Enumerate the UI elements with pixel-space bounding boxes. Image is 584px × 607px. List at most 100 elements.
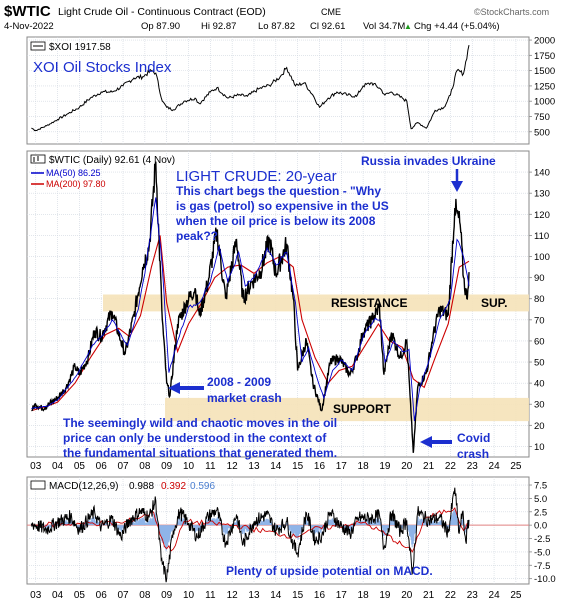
price-line — [31, 161, 470, 453]
y-tick-label: -7.5 — [534, 561, 550, 572]
xoi-legend-label: $XOI 1917.58 — [49, 42, 111, 53]
x-tick-label: 08 — [139, 461, 151, 472]
high-value: Hi 92.87 — [201, 21, 236, 32]
xoi-line — [31, 44, 470, 132]
y-tick-label: 40 — [534, 379, 545, 390]
macd-legend: MACD(12,26,9) 0.988 0.392 0.596 — [30, 480, 215, 492]
y-tick-label: 500 — [534, 127, 550, 138]
x-tick-label: 15 — [292, 461, 304, 472]
ma200-legend-label: MA(200) 97.80 — [46, 179, 106, 189]
x-tick-label: 19 — [379, 461, 391, 472]
xoi-panel-frame — [26, 36, 530, 145]
x-tick-label: 10 — [183, 590, 195, 601]
crash-line-2: market crash — [207, 391, 282, 405]
x-tick-label: 20 — [401, 590, 413, 601]
x-tick-label: 15 — [292, 590, 304, 601]
x-tick-label: 03 — [30, 590, 42, 601]
xoi-title: XOI Oil Stocks Index — [33, 59, 172, 76]
resistance-zone — [103, 294, 529, 312]
y-tick-label: -5.0 — [534, 547, 550, 558]
y-tick-label: 80 — [534, 294, 545, 305]
x-tick-label: 14 — [270, 590, 282, 601]
x-tick-label: 06 — [96, 590, 108, 601]
x-tick-label: 14 — [270, 461, 282, 472]
y-tick-label: 10 — [534, 442, 545, 453]
macd-y-axis: 7.5 5.0 2.5 0.0 -2.5 -5.0 -7.5 -10.0 — [529, 481, 556, 585]
x-tick-label: 25 — [510, 461, 522, 472]
symbol-label: $WTIC — [4, 3, 51, 20]
y-tick-label: 90 — [534, 273, 545, 284]
x-tick-label: 11 — [205, 461, 216, 472]
support-label: SUPPORT — [333, 402, 392, 416]
y-tick-label: 1250 — [534, 81, 555, 92]
y-tick-label: 1500 — [534, 66, 555, 77]
x-tick-label: 13 — [248, 461, 260, 472]
y-tick-label: 1750 — [534, 51, 555, 62]
close-value: Cl 92.61 — [310, 21, 345, 32]
x-tick-label: 24 — [489, 461, 501, 472]
description-label: Light Crude Oil - Continuous Contract (E… — [58, 6, 266, 18]
x-tick-label: 23 — [467, 461, 479, 472]
x-tick-label: 07 — [117, 461, 129, 472]
x-tick-label: 03 — [30, 461, 42, 472]
x-tick-label: 06 — [96, 461, 108, 472]
question-line-1: This chart begs the question - "Why — [176, 184, 381, 198]
macd-panel: 7.5 5.0 2.5 0.0 -2.5 -5.0 -7.5 -10.0 MACD(12,26… — [26, 476, 556, 585]
ma50-line — [31, 197, 470, 422]
covid-line-1: Covid — [457, 431, 490, 445]
x-tick-label: 21 — [423, 590, 435, 601]
question-annotation: This chart begs the question - "Why is g… — [175, 184, 392, 243]
x-tick-label: 12 — [227, 461, 239, 472]
chart-header: $WTIC Light Crude Oil - Continuous Contr… — [4, 3, 549, 32]
question-line-3: when the oil price is below its 2008 — [175, 214, 376, 228]
question-line-4: peak?? — [176, 229, 218, 243]
x-tick-label: 05 — [74, 461, 86, 472]
macd-legend-swatch — [30, 480, 46, 490]
x-tick-label: 08 — [139, 590, 151, 601]
y-tick-label: 110 — [534, 231, 549, 242]
x-tick-label: 22 — [445, 461, 457, 472]
chaotic-line-1: The seemingly wild and chaotic moves in … — [63, 416, 337, 430]
covid-line-2: crash — [457, 447, 489, 461]
macd-line — [30, 487, 470, 583]
x-tick-label: 05 — [74, 590, 86, 601]
open-value: Op 87.90 — [141, 21, 180, 32]
y-tick-label: 130 — [534, 189, 550, 200]
crash-line-1: 2008 - 2009 — [207, 375, 271, 389]
y-tick-label: 100 — [534, 252, 550, 263]
y-tick-label: 0.0 — [534, 521, 547, 532]
y-tick-label: 7.5 — [534, 481, 547, 492]
x-tick-label: 25 — [510, 590, 522, 601]
y-tick-label: 120 — [534, 210, 550, 221]
y-tick-label: 30 — [534, 400, 545, 411]
x-tick-label: 04 — [52, 461, 64, 472]
ma200-line — [31, 235, 470, 412]
x-tick-label: 12 — [227, 590, 239, 601]
x-tick-label: 20 — [401, 461, 413, 472]
macd-annotation: Plenty of upside potential on MACD. — [226, 564, 433, 578]
crude-legend: $WTIC (Daily) 92.61 (4 Nov) MA(50) 86.25… — [30, 154, 175, 189]
crash-arrow-icon — [168, 382, 204, 394]
resistance-label: RESISTANCE — [331, 296, 407, 310]
x-tick-label: 09 — [161, 590, 173, 601]
xoi-legend: $XOI 1917.58 — [30, 41, 111, 53]
y-tick-label: 70 — [534, 315, 545, 326]
crude-panel: 140 130 120 110 100 90 80 70 60 50 40 30 20 10 $WTIC … — [26, 150, 550, 461]
x-tick-label: 16 — [314, 461, 326, 472]
russia-arrow-icon — [451, 181, 463, 192]
y-tick-label: 2000 — [534, 36, 555, 47]
y-tick-label: 750 — [534, 112, 550, 123]
up-arrow-icon: ▲ — [404, 22, 412, 31]
chaotic-line-3: the fundamental situations that generate… — [63, 446, 337, 460]
low-value: Lo 87.82 — [258, 21, 295, 32]
x-tick-label: 09 — [161, 461, 173, 472]
x-tick-label: 24 — [489, 590, 501, 601]
x-tick-label: 21 — [423, 461, 435, 472]
sup-label: SUP. — [481, 296, 507, 310]
x-tick-label: 19 — [379, 590, 391, 601]
signal-legend-value: 0.392 — [161, 481, 186, 492]
ma50-legend-label: MA(50) 86.25 — [46, 168, 101, 178]
y-tick-label: 20 — [534, 421, 545, 432]
exchange-label: CME — [321, 7, 341, 17]
